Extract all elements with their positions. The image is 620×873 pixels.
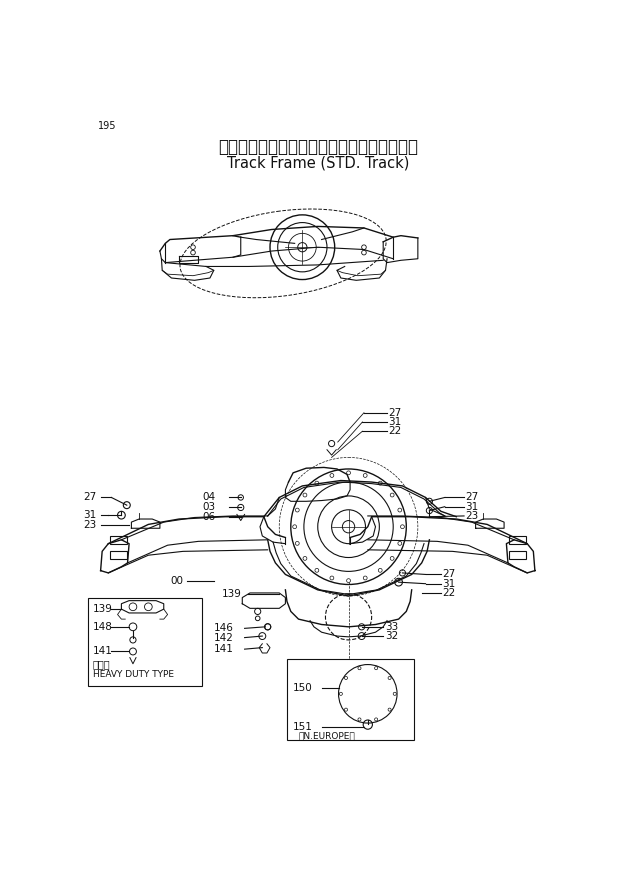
Text: 27: 27 — [389, 408, 402, 418]
Bar — [110, 536, 126, 544]
Text: 強化形: 強化形 — [93, 659, 110, 669]
Text: 146: 146 — [214, 623, 234, 633]
Text: 142: 142 — [214, 633, 234, 643]
Bar — [287, 659, 414, 740]
Text: 〈N.EUROPE〉: 〈N.EUROPE〉 — [298, 732, 355, 740]
Bar — [88, 597, 202, 686]
Text: 141: 141 — [93, 647, 113, 656]
Text: HEAVY DUTY TYPE: HEAVY DUTY TYPE — [93, 670, 174, 679]
Text: 23: 23 — [466, 511, 479, 521]
Text: 148: 148 — [93, 622, 113, 632]
Text: 139: 139 — [221, 589, 241, 600]
Text: 03: 03 — [202, 503, 215, 512]
Text: 00: 00 — [170, 575, 183, 586]
Text: Track Frame (STD. Track): Track Frame (STD. Track) — [226, 155, 409, 170]
Text: 27: 27 — [443, 569, 456, 580]
Bar — [508, 536, 526, 544]
Text: 32: 32 — [386, 631, 399, 641]
Text: 31: 31 — [466, 502, 479, 512]
Text: 31: 31 — [443, 579, 456, 588]
Text: 33: 33 — [386, 622, 399, 632]
Text: 27: 27 — [466, 492, 479, 503]
Text: 22: 22 — [389, 426, 402, 436]
Text: 150: 150 — [293, 684, 312, 693]
Bar — [110, 552, 126, 559]
Text: 31: 31 — [389, 417, 402, 427]
Text: 195: 195 — [99, 121, 117, 131]
Text: トラックフレーム（スタンダードトラック）: トラックフレーム（スタンダードトラック） — [218, 138, 418, 156]
Text: 22: 22 — [443, 588, 456, 598]
Bar — [508, 552, 526, 559]
Text: 151: 151 — [293, 722, 312, 732]
Text: 27: 27 — [83, 492, 96, 503]
Text: 06: 06 — [202, 512, 215, 522]
Text: 141: 141 — [214, 644, 234, 654]
Text: 31: 31 — [83, 510, 96, 520]
Text: 23: 23 — [83, 520, 96, 530]
Text: 04: 04 — [202, 492, 215, 503]
Text: 139: 139 — [93, 604, 113, 614]
